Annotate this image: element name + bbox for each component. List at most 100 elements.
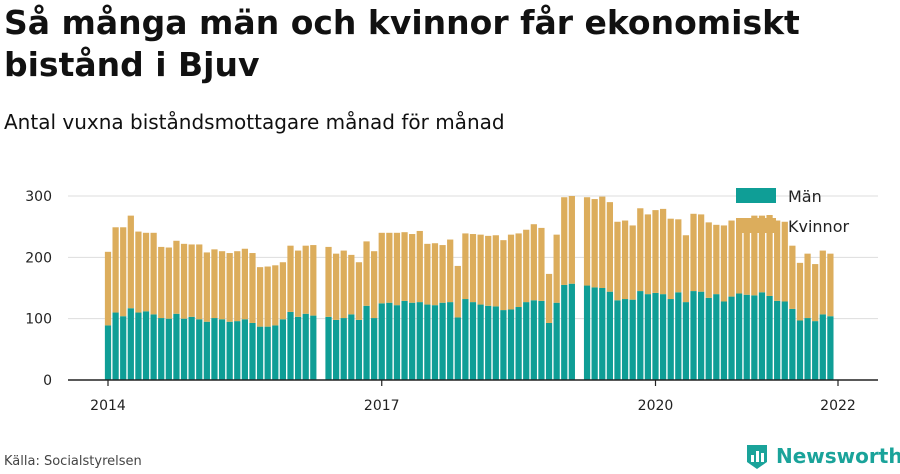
bar-men — [774, 300, 781, 380]
bar-women — [340, 250, 347, 319]
bar-men — [234, 321, 241, 380]
bar-women — [454, 265, 461, 318]
bar-women — [424, 243, 431, 305]
bar-women — [766, 215, 773, 296]
legend-label: Kvinnor — [788, 217, 849, 236]
bar-women — [371, 251, 378, 319]
bar-men — [142, 311, 150, 380]
newsworthy-icon — [747, 445, 767, 469]
bar-women — [401, 232, 408, 301]
bar-men — [409, 302, 416, 380]
bar-men — [287, 311, 294, 380]
bar-men — [644, 294, 652, 380]
bar-women — [736, 221, 743, 294]
bar-women — [302, 245, 309, 314]
bar-women — [690, 213, 697, 292]
bar-men — [462, 299, 469, 380]
bar-men — [614, 300, 621, 380]
bar-men — [325, 316, 332, 380]
bar-women — [158, 246, 165, 319]
legend-swatch — [736, 188, 776, 203]
bar-men — [720, 301, 728, 380]
bar-women — [751, 215, 758, 296]
bar-women — [606, 202, 613, 292]
bar-men — [500, 310, 507, 380]
bar-men — [545, 322, 553, 380]
bar-women — [196, 244, 203, 320]
bar-men — [454, 317, 461, 380]
y-tick-label: 200 — [25, 250, 52, 266]
chart-subtitle: Antal vuxna biståndsmottagare månad för … — [4, 110, 505, 134]
bar-women — [416, 230, 423, 303]
bar-women — [348, 254, 355, 315]
stacked-bar-chart: 0 100 200 300 2014 2017 2020 2022 Män Kvinnor — [25, 187, 878, 414]
bar-men — [424, 304, 431, 380]
bar-men — [812, 321, 819, 380]
bar-men — [568, 283, 575, 380]
bar-women — [553, 234, 560, 303]
bar-women — [812, 264, 819, 322]
bar-men — [705, 297, 712, 380]
bar-men — [188, 316, 195, 380]
bar-men — [226, 321, 233, 380]
bar-men — [743, 294, 750, 380]
bar-women — [698, 214, 705, 292]
bar-women — [462, 233, 469, 300]
bar-women — [447, 239, 454, 303]
bar-women — [287, 245, 294, 312]
bar-women — [234, 251, 241, 322]
brand-name: Newsworthy — [776, 444, 900, 468]
bar-women — [264, 266, 271, 327]
bar-men — [120, 316, 127, 380]
bar-women — [629, 225, 636, 300]
bar-women — [226, 253, 233, 322]
y-tick-label: 300 — [25, 189, 52, 205]
bar-men — [667, 299, 674, 380]
bar-men — [393, 305, 401, 380]
bar-women — [469, 234, 477, 303]
bar-men — [294, 316, 302, 380]
bar-women — [485, 235, 492, 306]
bar-women — [652, 210, 659, 293]
bar-men — [256, 326, 264, 380]
bar-women — [507, 234, 515, 310]
bar-women — [112, 227, 119, 313]
bar-women — [325, 246, 332, 317]
bar-men — [675, 292, 682, 380]
bar-women — [774, 220, 781, 301]
bar-women — [500, 240, 507, 311]
bar-men — [599, 288, 606, 380]
bar-men — [279, 319, 287, 380]
bar-men — [196, 319, 203, 380]
bar-men — [530, 300, 537, 380]
x-tick-label: 2022 — [820, 398, 856, 414]
bar-men — [485, 305, 492, 380]
bar-women — [530, 224, 537, 301]
bar-women — [827, 253, 834, 317]
bar-men — [553, 302, 560, 380]
bar-men — [386, 302, 393, 380]
bar-men — [439, 302, 446, 380]
bar-men — [135, 312, 142, 380]
bar-women — [439, 245, 446, 303]
bar-men — [690, 291, 697, 380]
bar-men — [272, 325, 279, 380]
chart-title: Så många män och kvinnor får ekonomiskt … — [4, 3, 800, 84]
legend-swatch — [736, 218, 776, 233]
bar-women — [705, 222, 712, 298]
bar-men — [652, 292, 659, 380]
bar-women — [675, 219, 682, 293]
bar-men — [659, 294, 667, 380]
bar-men — [264, 326, 271, 380]
bar-women — [386, 232, 393, 303]
bar-men — [561, 284, 568, 380]
bar-men — [629, 299, 636, 380]
bar-men — [211, 318, 218, 380]
bar-women — [165, 247, 172, 319]
bar-men — [218, 319, 226, 380]
bar-women — [819, 250, 826, 315]
bar-women — [150, 232, 157, 315]
bar-women — [523, 229, 530, 303]
bar-women — [409, 234, 416, 303]
bar-men — [538, 300, 545, 380]
